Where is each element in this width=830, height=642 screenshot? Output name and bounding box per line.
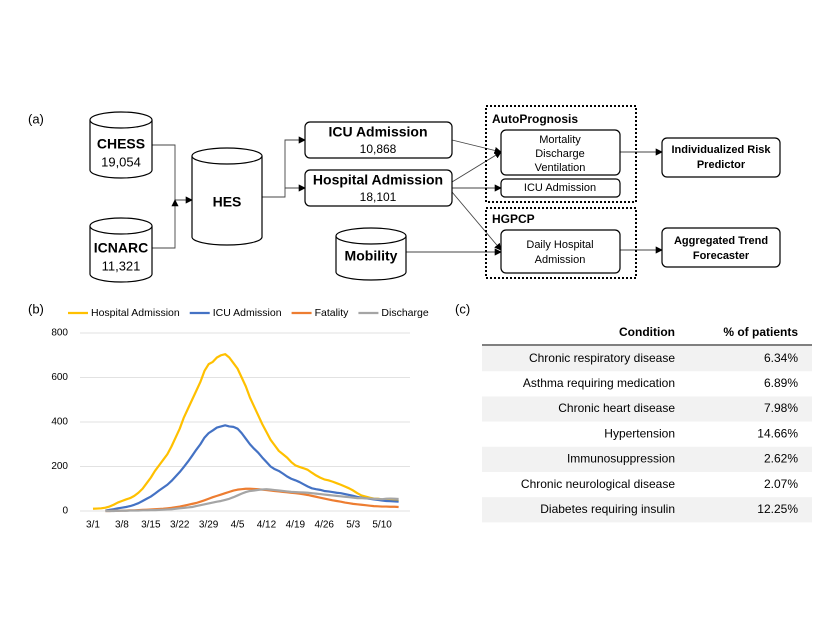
cylinder xyxy=(89,111,153,179)
y-tick-label: 200 xyxy=(51,461,68,472)
line-series xyxy=(105,488,399,513)
cell: Chronic heart disease xyxy=(558,401,675,415)
row-shade xyxy=(482,497,812,523)
box xyxy=(500,229,621,274)
y-tick-label: 600 xyxy=(51,372,68,383)
y-tick-label: 800 xyxy=(51,328,68,339)
node-count: 19,054 xyxy=(101,154,141,169)
node-label: Predictor xyxy=(697,159,746,171)
x-tick-label: 4/26 xyxy=(315,520,335,531)
group-box xyxy=(485,105,637,203)
box xyxy=(500,129,621,176)
node-label: Mobility xyxy=(345,248,398,264)
legend-label: ICU Admission xyxy=(213,307,282,319)
node-label: Daily Hospital xyxy=(526,239,593,251)
box xyxy=(304,121,453,159)
line-series xyxy=(92,353,399,510)
box xyxy=(661,227,781,268)
node-label: ICU Admission xyxy=(328,124,427,140)
cell: 6.89% xyxy=(764,376,798,390)
node-label: Forecaster xyxy=(693,250,750,262)
legend-label: Hospital Admission xyxy=(91,307,180,319)
group-box xyxy=(485,207,637,279)
cell: 2.07% xyxy=(764,477,798,491)
line-chart: 0 200 400 600 800 3/1 3/8 3/15 3/22 3/29 4/5 4/12 4/… xyxy=(51,307,429,531)
cell: Diabetes requiring insulin xyxy=(540,502,675,516)
x-tick-label: 3/8 xyxy=(115,520,129,531)
cylinder xyxy=(335,227,407,281)
box xyxy=(661,137,781,178)
cell: Hypertension xyxy=(604,426,675,440)
legend-label: Discharge xyxy=(381,307,428,319)
cell: 2.62% xyxy=(764,452,798,466)
node-count: 11,321 xyxy=(102,258,141,273)
box xyxy=(304,169,453,207)
panel-label: (b) xyxy=(28,301,44,316)
y-tick-label: 400 xyxy=(51,417,68,428)
x-tick-label: 5/3 xyxy=(346,520,360,531)
cell: 12.25% xyxy=(757,502,798,516)
cylinder xyxy=(191,147,263,246)
node-count: 18,101 xyxy=(360,190,397,204)
table: Condition % of patients Chronic respirator… xyxy=(482,325,812,523)
node-label: Admission xyxy=(535,254,586,266)
x-tick-label: 3/29 xyxy=(199,520,219,531)
x-tick-label: 4/19 xyxy=(286,520,306,531)
cell: Immunosuppression xyxy=(567,452,675,466)
cell: 6.34% xyxy=(764,351,798,365)
x-tick-label: 3/22 xyxy=(170,520,190,531)
x-tick-label: 3/1 xyxy=(86,520,100,531)
row-shade xyxy=(482,396,812,422)
panel-label: (a) xyxy=(28,111,44,126)
row-shade xyxy=(482,446,812,472)
cell: 7.98% xyxy=(764,401,798,415)
row-shade xyxy=(482,346,812,372)
node-label: Hospital Admission xyxy=(313,172,443,188)
node-count: 10,868 xyxy=(360,142,397,156)
cylinder xyxy=(89,217,153,283)
box xyxy=(500,178,621,198)
node-label: Discharge xyxy=(535,148,585,160)
header-cell: % of patients xyxy=(723,325,798,339)
x-tick-label: 5/10 xyxy=(372,520,392,531)
x-tick-label: 3/15 xyxy=(141,520,161,531)
node-label: ICNARC xyxy=(94,240,148,256)
node-label: Ventilation xyxy=(535,162,586,174)
x-tick-label: 4/12 xyxy=(257,520,277,531)
legend-label: Fatality xyxy=(315,307,350,319)
group-title: HGPCP xyxy=(492,212,535,226)
node-label: Individualized Risk xyxy=(671,144,771,156)
panel-label: (c) xyxy=(455,301,470,316)
cell: Chronic respiratory disease xyxy=(529,351,675,365)
node-label: ICU Admission xyxy=(524,182,596,194)
node-label: Mortality xyxy=(539,134,581,146)
y-tick-label: 0 xyxy=(62,506,68,517)
x-tick-label: 4/5 xyxy=(231,520,245,531)
node-label: CHESS xyxy=(97,136,145,152)
cell: 14.66% xyxy=(757,426,798,440)
node-label: HES xyxy=(213,194,242,210)
line-series xyxy=(105,424,399,512)
header-cell: Condition xyxy=(619,325,675,339)
group-title: AutoPrognosis xyxy=(492,112,578,126)
cell: Chronic neurological disease xyxy=(521,477,675,491)
cell: Asthma requiring medication xyxy=(523,376,675,390)
node-label: Aggregated Trend xyxy=(674,235,768,247)
